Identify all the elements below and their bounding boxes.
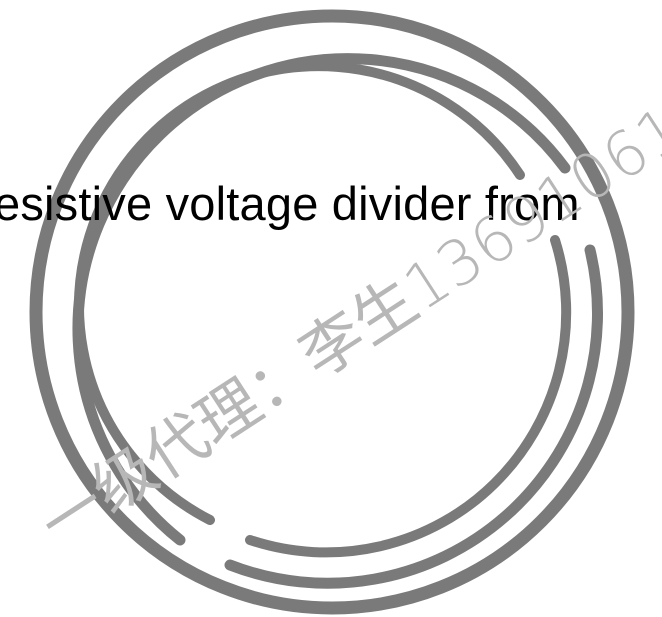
inner-ring-arc-left (74, 61, 525, 525)
outer-ring (29, 9, 635, 615)
middle-ring-arc-right (224, 244, 603, 589)
inner-ring-arc-right (245, 235, 572, 558)
document-text-line: esistive voltage divider from (0, 177, 580, 230)
middle-ring-arc-left (72, 53, 571, 546)
